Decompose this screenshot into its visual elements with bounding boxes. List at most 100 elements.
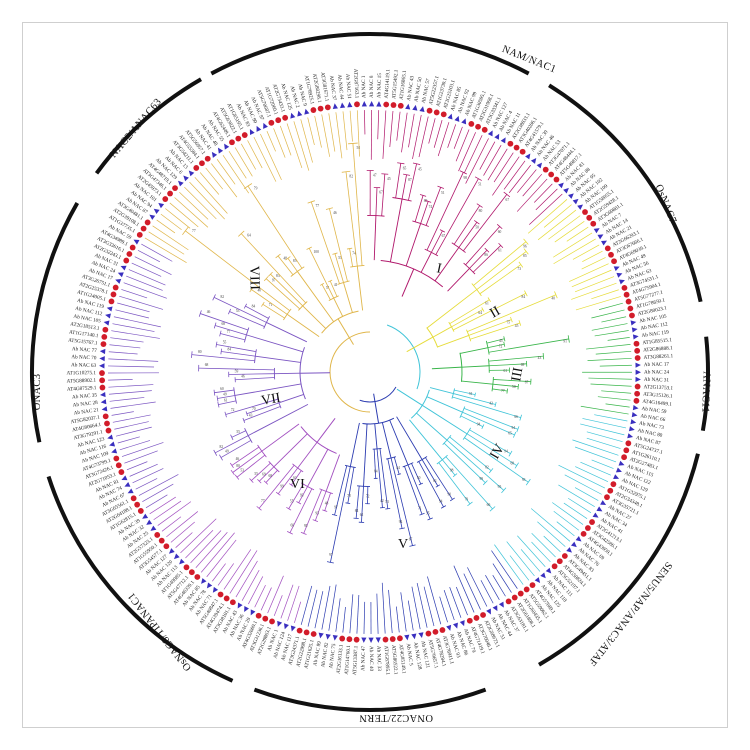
svg-text:55: 55 — [223, 341, 227, 345]
svg-text:AT1G85515.1: AT1G85515.1 — [642, 337, 672, 346]
svg-text:AT4G85149.1: AT4G85149.1 — [397, 644, 406, 674]
svg-text:46: 46 — [207, 310, 211, 314]
leaf-labels: Ab NAC 1 Ab NAC 8 Ab NAC 15 AT4G14119.1 AT5G… — [66, 69, 673, 676]
svg-text:Ab NAC 1: Ab NAC 1 — [361, 75, 367, 98]
svg-text:55: 55 — [290, 499, 294, 503]
svg-text:Ab NAC 17: Ab NAC 17 — [644, 361, 670, 368]
svg-text:AT1G10275.1: AT1G10275.1 — [66, 370, 96, 376]
svg-text:97: 97 — [272, 278, 276, 282]
svg-text:40: 40 — [551, 297, 555, 301]
svg-text:61: 61 — [360, 513, 364, 517]
svg-text:Ab NAC 119: Ab NAC 119 — [641, 329, 669, 339]
svg-text:48: 48 — [283, 256, 287, 260]
tree-branches: 47 67 45 65 87 45 80 74 51 98 67 51 80 50 67 60 86 61 96 85… — [108, 110, 633, 634]
svg-text:Ab NAC 80: Ab NAC 80 — [637, 428, 663, 439]
svg-text:71: 71 — [269, 303, 273, 307]
svg-text:Ab NAC 8: Ab NAC 8 — [369, 75, 375, 98]
svg-text:93: 93 — [300, 493, 304, 497]
svg-text:55: 55 — [338, 256, 342, 260]
svg-text:96: 96 — [523, 245, 527, 249]
svg-text:61: 61 — [498, 248, 502, 252]
svg-text:97: 97 — [334, 506, 338, 510]
clade-label-V: V — [398, 537, 408, 552]
svg-text:Ab NAC 28: Ab NAC 28 — [72, 400, 98, 409]
svg-text:42: 42 — [380, 499, 384, 503]
svg-text:Ab NAC 44: Ab NAC 44 — [336, 74, 345, 100]
svg-text:95: 95 — [315, 511, 319, 515]
svg-text:43: 43 — [249, 414, 253, 418]
svg-text:Ab NAC 37: Ab NAC 37 — [328, 75, 337, 101]
svg-text:46: 46 — [241, 375, 245, 379]
svg-text:AT1G17140.1: AT1G17140.1 — [69, 329, 99, 339]
svg-text:84: 84 — [374, 470, 378, 474]
svg-text:99: 99 — [479, 477, 483, 481]
figure-frame — [22, 22, 728, 728]
svg-text:Ab NAC 43: Ab NAC 43 — [406, 75, 416, 101]
svg-text:Ab NAC 33: Ab NAC 33 — [375, 646, 382, 672]
svg-text:99: 99 — [280, 485, 284, 489]
svg-text:65: 65 — [508, 431, 512, 435]
svg-text:51: 51 — [326, 286, 330, 290]
svg-text:85: 85 — [523, 254, 527, 258]
clade-label-III: III — [509, 366, 526, 383]
svg-text:Ab NAC 66: Ab NAC 66 — [640, 413, 666, 423]
svg-text:49: 49 — [225, 450, 229, 454]
svg-text:95: 95 — [304, 524, 308, 528]
svg-text:61: 61 — [503, 369, 507, 373]
svg-text:45: 45 — [418, 167, 422, 171]
svg-text:59: 59 — [235, 369, 239, 373]
svg-text:94: 94 — [477, 423, 481, 427]
group-arcs — [30, 31, 710, 713]
svg-text:AT1G14760.1: AT1G14760.1 — [344, 645, 352, 675]
svg-text:AT5G82037.1: AT5G82037.1 — [70, 415, 101, 426]
svg-text:AT2G86888.1: AT2G86888.1 — [643, 345, 673, 353]
svg-text:94: 94 — [504, 450, 508, 454]
group-label-nam: NAM/NAC1 — [500, 44, 557, 76]
group-label-onac3: ONAC3 — [32, 374, 43, 411]
clade-label-VII: VII — [260, 391, 282, 409]
svg-text:94: 94 — [512, 426, 516, 430]
svg-text:64: 64 — [478, 311, 482, 315]
svg-text:72: 72 — [366, 495, 370, 499]
svg-text:48: 48 — [325, 501, 329, 505]
svg-text:46: 46 — [236, 457, 240, 461]
svg-text:47: 47 — [373, 174, 377, 178]
group-label-anac11: ANAC11 — [699, 371, 711, 413]
svg-text:Ab NAC 31: Ab NAC 31 — [644, 377, 670, 384]
svg-text:AT2G13753.1: AT2G13753.1 — [643, 384, 673, 392]
svg-text:73: 73 — [517, 267, 521, 271]
svg-text:67: 67 — [379, 191, 383, 195]
group-label-nac2: NAC2/ANAC63 — [108, 97, 164, 161]
svg-text:69: 69 — [521, 363, 525, 367]
svg-text:87: 87 — [408, 178, 412, 182]
svg-text:53: 53 — [385, 500, 389, 504]
svg-text:Ab NAC 2: Ab NAC 2 — [289, 85, 301, 109]
svg-text:72: 72 — [231, 408, 235, 412]
svg-text:AT5G15767.1: AT5G15767.1 — [68, 338, 98, 347]
svg-text:53: 53 — [236, 309, 240, 313]
svg-text:AT1G16865.1: AT1G16865.1 — [399, 70, 408, 100]
svg-text:Ab NAC 47: Ab NAC 47 — [360, 645, 367, 671]
svg-text:Ab NAC 121: Ab NAC 121 — [419, 640, 430, 669]
svg-text:95: 95 — [498, 485, 502, 489]
svg-text:Ab NAC 35: Ab NAC 35 — [72, 392, 98, 400]
svg-text:70: 70 — [252, 407, 256, 411]
svg-text:AT5G13387.1: AT5G13387.1 — [352, 645, 360, 675]
svg-text:82: 82 — [219, 445, 223, 449]
svg-text:93: 93 — [522, 478, 526, 482]
svg-text:Ab NAC 77: Ab NAC 77 — [72, 346, 98, 354]
svg-text:Ab NAC 15: Ab NAC 15 — [376, 73, 383, 99]
svg-text:68: 68 — [221, 322, 225, 326]
svg-text:100: 100 — [313, 250, 319, 254]
svg-text:AT4G16499.1: AT4G16499.1 — [642, 399, 672, 408]
svg-text:84: 84 — [227, 347, 231, 351]
svg-text:80: 80 — [236, 464, 240, 468]
svg-text:Ab NAC 82: Ab NAC 82 — [320, 642, 330, 668]
svg-text:AT4G87529.1: AT4G87529.1 — [67, 385, 97, 393]
svg-text:98: 98 — [450, 469, 454, 473]
svg-text:87: 87 — [525, 380, 529, 384]
svg-text:45: 45 — [515, 324, 519, 328]
group-label-senu5: SENU5/NAP/ANAC3/ATAF — [586, 559, 674, 667]
svg-text:55: 55 — [254, 472, 258, 476]
